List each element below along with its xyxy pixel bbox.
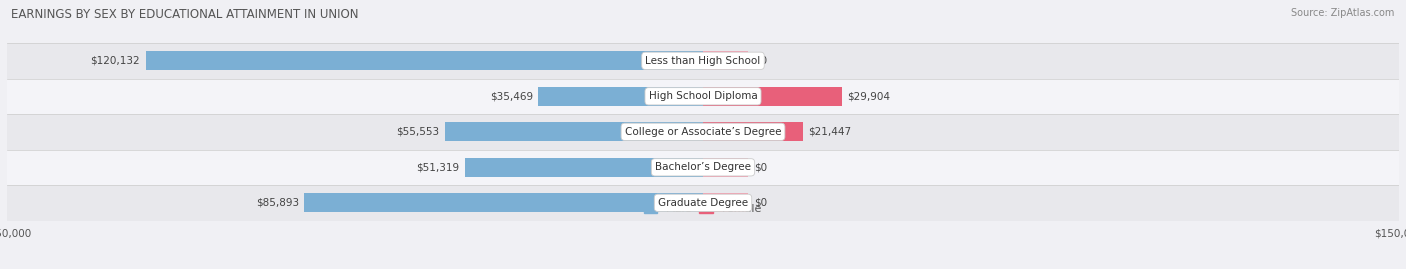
Text: $51,319: $51,319 (416, 162, 460, 172)
Bar (7, 114, 1399, 150)
Text: $0: $0 (754, 198, 766, 208)
Bar (703, 51, 748, 70)
Text: EARNINGS BY SEX BY EDUCATIONAL ATTAINMENT IN UNION: EARNINGS BY SEX BY EDUCATIONAL ATTAINMEN… (11, 8, 359, 21)
Bar (7, 43, 1399, 79)
Text: $0: $0 (754, 56, 766, 66)
Bar (446, 122, 703, 141)
Bar (703, 193, 748, 213)
Text: Graduate Degree: Graduate Degree (658, 198, 748, 208)
Text: $55,553: $55,553 (396, 127, 440, 137)
Bar (146, 51, 703, 70)
Text: $120,132: $120,132 (90, 56, 141, 66)
Text: High School Diploma: High School Diploma (648, 91, 758, 101)
Bar (703, 87, 842, 106)
Bar (703, 122, 803, 141)
Text: Source: ZipAtlas.com: Source: ZipAtlas.com (1291, 8, 1395, 18)
Text: $29,904: $29,904 (848, 91, 890, 101)
Text: $85,893: $85,893 (256, 198, 299, 208)
Text: $35,469: $35,469 (489, 91, 533, 101)
Text: College or Associate’s Degree: College or Associate’s Degree (624, 127, 782, 137)
Bar (7, 150, 1399, 185)
Text: Bachelor’s Degree: Bachelor’s Degree (655, 162, 751, 172)
Text: $0: $0 (754, 162, 766, 172)
Bar (703, 158, 748, 177)
Bar (7, 185, 1399, 221)
Text: Less than High School: Less than High School (645, 56, 761, 66)
Bar (538, 87, 703, 106)
Text: $21,447: $21,447 (808, 127, 851, 137)
Bar (7, 79, 1399, 114)
Legend: Male, Female: Male, Female (640, 199, 766, 219)
Bar (305, 193, 703, 213)
Bar (465, 158, 703, 177)
